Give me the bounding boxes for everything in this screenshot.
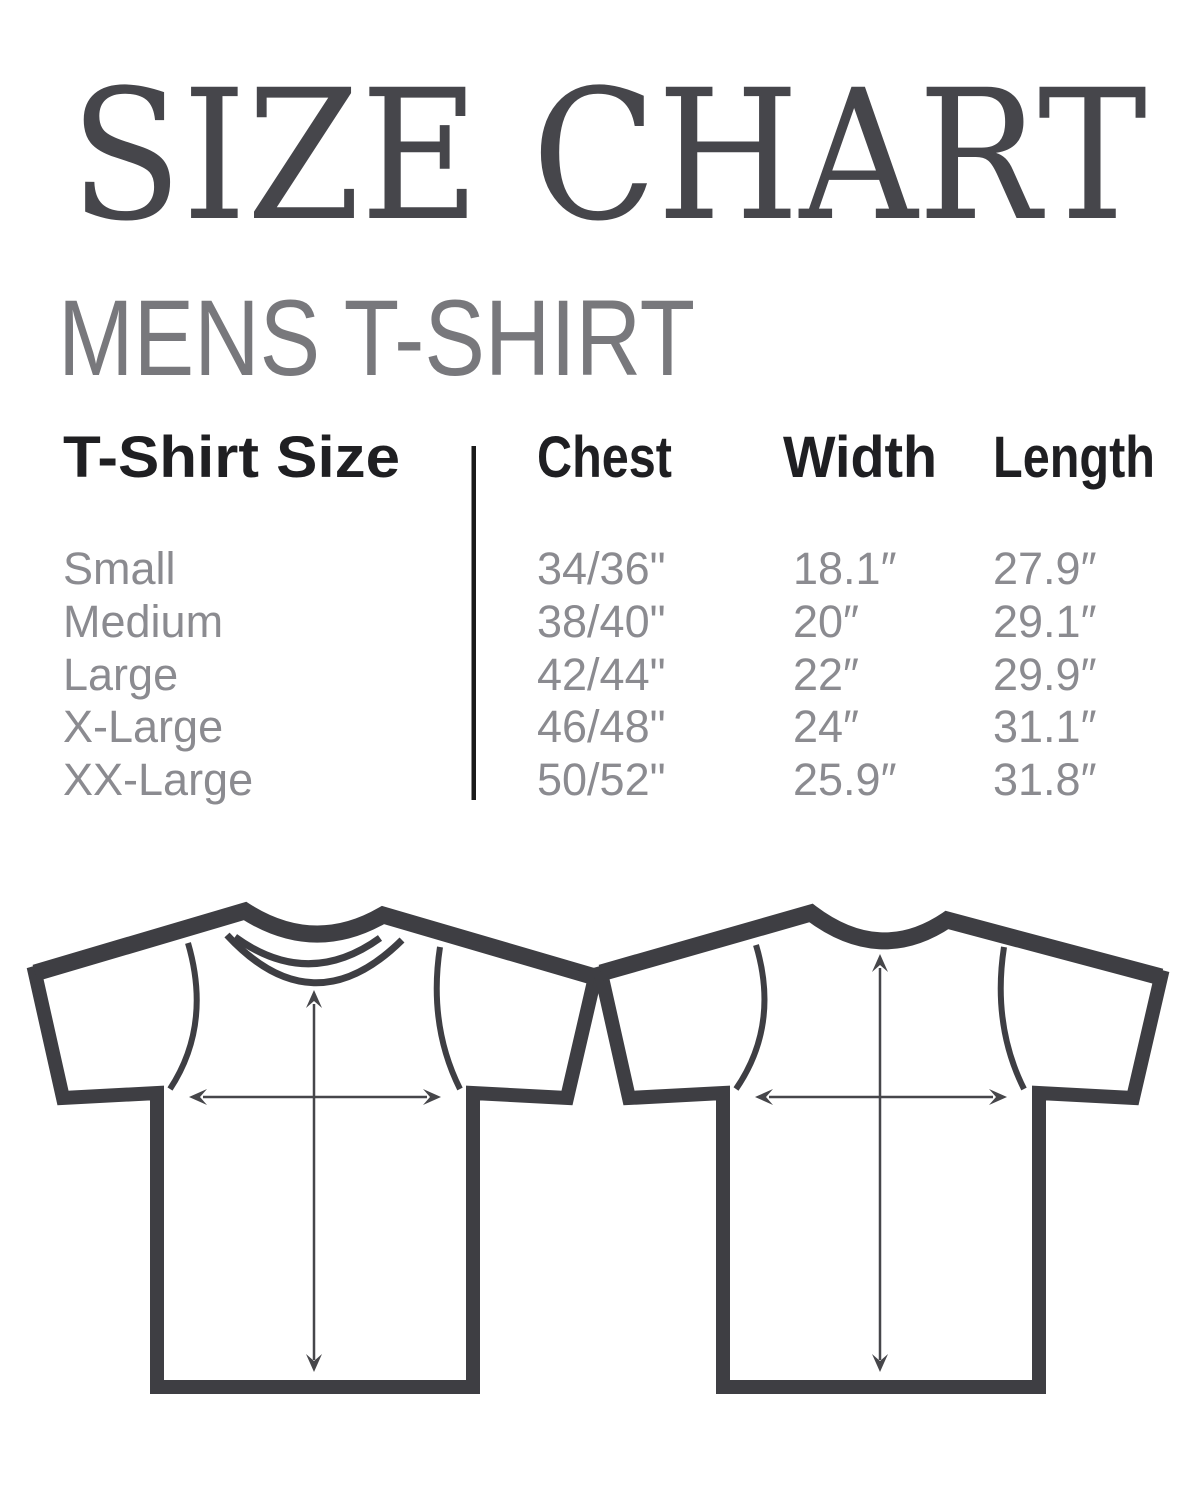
front-collar-inner-arc [232,934,383,968]
front-length-arrow [306,990,322,1372]
back-width-arrow [755,1089,1007,1105]
front-shoulder-band [32,901,598,986]
back-shoulder-band [598,903,1164,986]
cell-width: 24″ [793,701,859,752]
arrowhead-left-icon [189,1089,207,1105]
front-right-armhole-seam [433,946,463,1091]
back-left-armhole-seam [733,944,768,1091]
table-row: XX-Large 50/52" 25.9″ 31.8″ [63,754,1097,805]
cell-size: Large [63,649,178,700]
cell-width: 22″ [793,649,859,700]
column-header-size: T-Shirt Size [63,425,400,490]
arrowhead-left-icon [755,1089,773,1105]
table-row: Small 34/36" 18.1″ 27.9″ [63,543,1097,594]
front-left-armhole-seam [167,942,200,1091]
cell-chest: 50/52" [537,754,666,805]
cell-chest: 46/48" [537,701,666,752]
cell-length: 29.1″ [993,596,1097,647]
cell-width: 18.1″ [793,543,897,594]
back-length-arrow [872,954,888,1372]
front-collar-outer-arc [224,932,405,987]
cell-length: 27.9″ [993,543,1097,594]
column-divider [471,446,476,800]
table-row: X-Large 46/48" 24″ 31.1″ [63,701,1097,752]
arrowhead-up-icon [872,954,888,972]
back-right-armhole-seam [997,946,1027,1091]
front-tshirt-diagram [26,901,604,1394]
cell-length: 31.1″ [993,701,1097,752]
arrowhead-right-icon [989,1089,1007,1105]
cell-chest: 38/40" [537,596,666,647]
column-header-length: Length [993,425,1155,490]
cell-width: 25.9″ [793,754,897,805]
front-width-arrow [189,1089,441,1105]
table-row: Large 42/44" 22″ 29.9″ [63,649,1097,700]
page-subtitle: MENS T-SHIRT [58,277,695,398]
arrowhead-up-icon [306,990,322,1008]
table-row: Medium 38/40" 20″ 29.1″ [63,596,1097,647]
column-header-width: Width [783,425,937,490]
arrowhead-down-icon [306,1354,322,1372]
table-body: Small 34/36" 18.1″ 27.9″ Medium 38/40" 2… [63,543,1097,805]
cell-size: Medium [63,596,223,647]
cell-length: 31.8″ [993,754,1097,805]
arrowhead-right-icon [423,1089,441,1105]
arrowhead-down-icon [872,1354,888,1372]
cell-size: XX-Large [63,754,253,805]
cell-width: 20″ [793,596,859,647]
cell-chest: 34/36" [537,543,666,594]
cell-chest: 42/44" [537,649,666,700]
table-header-row: T-Shirt Size Chest Width Length [63,425,1155,490]
back-tshirt-diagram [592,903,1170,1394]
cell-size: X-Large [63,701,223,752]
page-title: SIZE CHART [70,52,1147,261]
column-header-chest: Chest [537,425,672,490]
cell-size: Small [63,543,176,594]
cell-length: 29.9″ [993,649,1097,700]
